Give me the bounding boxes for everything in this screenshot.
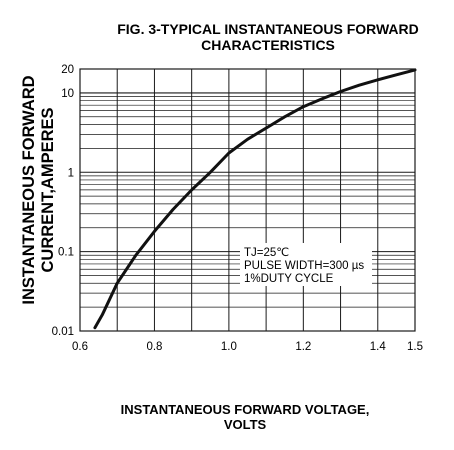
annotation-background [240,243,372,286]
grid-layer [79,69,416,331]
series-layer [93,68,417,330]
y-tick-label: 0.01 [52,326,74,338]
x-tick-label: 0.8 [146,341,162,353]
x-axis-label-line-2: VOLTS [224,417,267,432]
y-tick-label: 10 [61,88,74,100]
annotation-pulse-width: PULSE WIDTH=300 µs [244,260,364,272]
x-tick-label: 1.4 [370,341,387,353]
plot-frame [79,68,416,332]
x-axis-label-line-1: INSTANTANEOUS FORWARD VOLTAGE, [121,402,370,417]
chart-title-line-2: CHARACTERISTICS [201,37,335,53]
y-tick-label: 0.1 [58,247,74,259]
y-tick-label: 20 [61,64,74,76]
annotation-junction-temp: TJ=25℃ [244,247,289,259]
forward-current-curve-0 [93,68,417,330]
annotation-duty-cycle: 1%DUTY CYCLE [244,273,334,285]
chart-title-line-1: FIG. 3-TYPICAL INSTANTANEOUS FORWARD [117,21,419,37]
y-axis-label-line-1: INSTANTANEOUS FORWARD [20,75,38,304]
tick-label-layer: 0.6 0.8 1.0 1.2 1.4 1.5 0.01 0.1 1 10 20 [52,64,423,353]
x-tick-label: 0.6 [72,341,88,353]
x-tick-label: 1.2 [295,341,311,353]
x-tick-label: 1.0 [221,341,237,353]
test-conditions-annotation: TJ=25℃ PULSE WIDTH=300 µs 1%DUTY CYCLE [240,243,372,286]
y-axis-label-line-2: CURRENT,AMPERES [39,107,57,272]
y-tick-label: 1 [68,167,74,179]
x-tick-label: 1.5 [407,341,423,353]
